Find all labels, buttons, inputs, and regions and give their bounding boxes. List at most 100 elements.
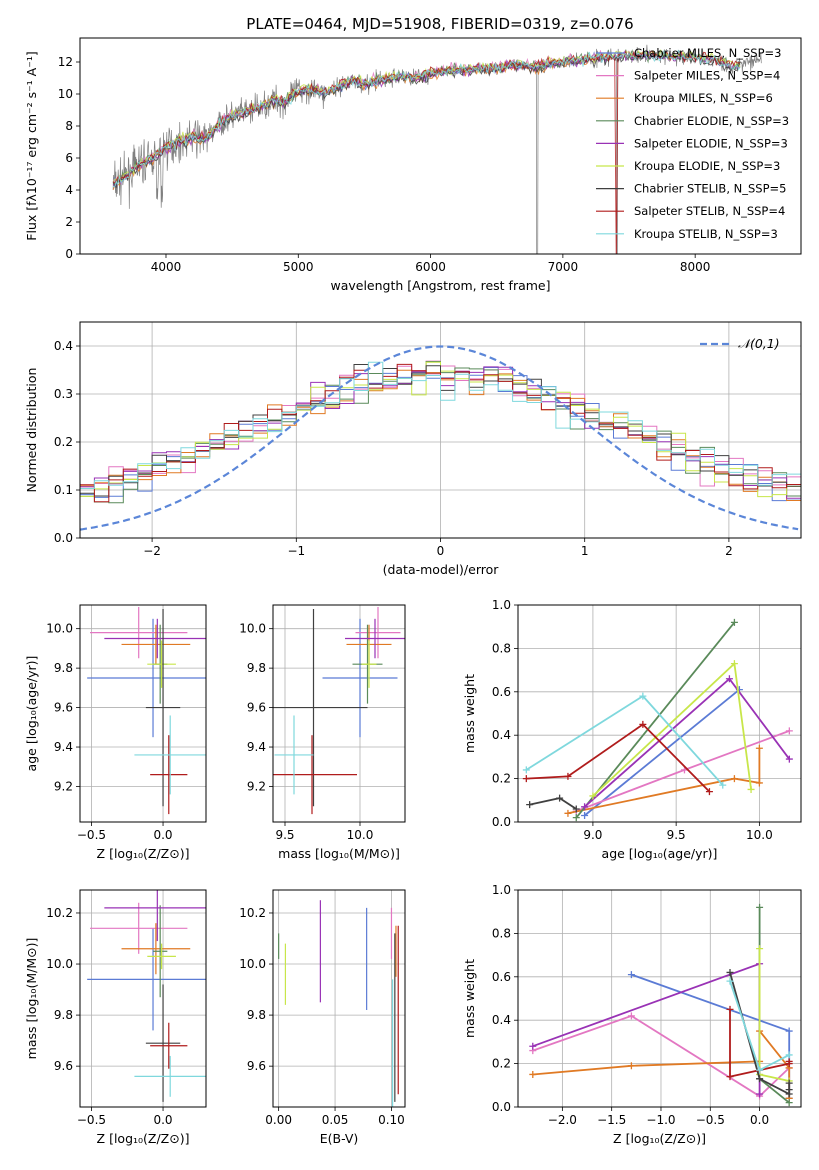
y-tick-label: 0.4	[54, 339, 73, 353]
y-tick-label: 0.1	[54, 483, 73, 497]
weight-point-marker	[639, 692, 647, 700]
errorbar-point	[361, 640, 377, 688]
x-tick-label: 5000	[283, 260, 314, 274]
y-tick-label: 9.2	[54, 779, 73, 793]
weight-point-marker	[785, 1086, 793, 1094]
x-tick-label: −2.0	[548, 1113, 577, 1127]
y-tick-label: 0.6	[492, 685, 511, 699]
mass_vs_ebv-frame	[272, 889, 406, 1108]
y-axis-label: age [log₁₀(age/yr)]	[24, 656, 39, 772]
x-tick-label: 4000	[151, 260, 182, 274]
errorbar-point	[153, 905, 168, 998]
age_vs_mass-plot-area	[273, 606, 405, 815]
weight-point-marker	[529, 1042, 537, 1050]
weight_vs_age-panel: 9.0 9.5 10.0 0.0 0.2 0.4 0.6 0.8 1.0 age [log₁₀(a…	[462, 598, 802, 861]
weight-point-marker	[725, 675, 733, 683]
y-tick-label: 9.2	[247, 779, 266, 793]
y-tick-label: 12	[58, 55, 73, 69]
y-tick-label: 0	[65, 247, 73, 261]
weight-point-marker	[756, 903, 764, 911]
y-tick-label: 0.0	[54, 531, 73, 545]
errorbar-point	[121, 923, 191, 975]
weight_vs_Z-frame	[517, 889, 802, 1108]
errorbar-point	[87, 928, 206, 1031]
y-tick-label: 2	[65, 215, 73, 229]
weight-point-marker	[564, 809, 572, 817]
y-tick-label: 0.2	[492, 1057, 511, 1071]
weight-point-marker	[639, 720, 647, 728]
y-tick-label: 10.2	[239, 906, 266, 920]
x-tick-label: 0.0	[153, 828, 172, 842]
weight-point-marker	[572, 814, 580, 822]
y-tick-label: 8	[65, 119, 73, 133]
x-tick-label: 0.0	[750, 1113, 769, 1127]
y-tick-label: 0.3	[54, 387, 73, 401]
y-tick-label: 6	[65, 151, 73, 165]
y-tick-label: 10.0	[239, 957, 266, 971]
y-tick-label: 4	[65, 183, 73, 197]
y-tick-label: 9.8	[247, 1008, 266, 1022]
spectrum-legend: Chabrier MILES, N_SSP=3 Salpeter MILES, N…	[596, 46, 789, 241]
x-tick-label: 9.5	[667, 828, 686, 842]
errorbar-point	[322, 618, 398, 738]
y-tick-label: 0.6	[492, 970, 511, 984]
y-tick-label: 0.4	[492, 728, 511, 742]
y-tick-label: 0.2	[492, 772, 511, 786]
weight-point-marker	[726, 968, 734, 976]
weight-point-marker	[726, 1005, 734, 1013]
legend-label: Salpeter STELIB, N_SSP=4	[634, 204, 785, 218]
weight-point-marker	[785, 1027, 793, 1035]
residuals-panel: −2 −1 0 1 2 0.0 0.1 0.2 0.3 0.4 (data-model)/error…	[24, 321, 802, 577]
errorbar-point	[274, 715, 314, 795]
y-tick-label: 10.0	[46, 957, 73, 971]
errorbar-point	[150, 735, 188, 815]
weight-point-marker	[785, 1057, 793, 1065]
legend-label: Kroupa MILES, N_SSP=6	[634, 91, 773, 105]
errorbar-point	[273, 735, 357, 815]
y-tick-label: 0.4	[492, 1013, 511, 1027]
errorbar-point	[90, 606, 188, 659]
y-tick-label: 0.0	[492, 1100, 511, 1114]
y-tick-label: 10	[58, 87, 73, 101]
weight-point-marker	[627, 1012, 635, 1020]
x-tick-label: 2	[725, 544, 733, 558]
weight_vs_age-plot-area	[522, 618, 793, 822]
weight-point-marker	[581, 803, 589, 811]
weight-point-marker	[526, 801, 534, 809]
weight-point-marker	[730, 660, 738, 668]
y-axis-label: mass [log₁₀(M/M⊙)]	[24, 938, 39, 1060]
weight-point-marker	[755, 779, 763, 787]
y-tick-label: 0.8	[492, 926, 511, 940]
legend-label: Salpeter MILES, N_SSP=4	[634, 69, 780, 83]
weight-point-marker	[529, 1070, 537, 1078]
legend-label: Kroupa STELIB, N_SSP=3	[634, 227, 778, 241]
weight-point-marker	[719, 781, 727, 789]
errorbar-point	[150, 1022, 188, 1069]
y-tick-label: 9.4	[54, 740, 73, 754]
y-tick-label: 0.0	[492, 815, 511, 829]
x-tick-label: 10.0	[347, 828, 374, 842]
model-spectrum-line	[112, 53, 609, 191]
model-spectrum-line	[112, 51, 741, 189]
weight-point-marker	[785, 727, 793, 735]
y-tick-label: 9.8	[54, 1008, 73, 1022]
x-tick-label: −1	[287, 544, 305, 558]
x-axis-label: Z [log₁₀(Z/Z⊙)]	[97, 1131, 190, 1146]
x-axis-label: (data-model)/error	[383, 562, 500, 577]
y-tick-label: 9.8	[247, 661, 266, 675]
x-tick-label: 9.0	[583, 828, 602, 842]
mass_vs_ebv-panel: 0.00 0.05 0.10 9.6 9.8 10.0 10.2 E(B-V)	[239, 889, 406, 1146]
x-axis-label: Z [log₁₀(Z/Z⊙)]	[97, 846, 190, 861]
weight-point-marker	[785, 755, 793, 763]
y-tick-label: 10.2	[46, 906, 73, 920]
age_vs_mass-frame	[272, 604, 406, 823]
age_vs_Z-frame	[79, 604, 207, 823]
x-tick-label: 7000	[548, 260, 579, 274]
errorbar-point	[355, 606, 401, 659]
weight-point-marker	[581, 811, 589, 819]
y-tick-label: 9.6	[247, 701, 266, 715]
y-tick-label: 1.0	[492, 598, 511, 612]
errorbar-point	[87, 618, 206, 738]
weight-point-marker	[627, 1062, 635, 1070]
x-tick-label: 10.0	[746, 828, 773, 842]
